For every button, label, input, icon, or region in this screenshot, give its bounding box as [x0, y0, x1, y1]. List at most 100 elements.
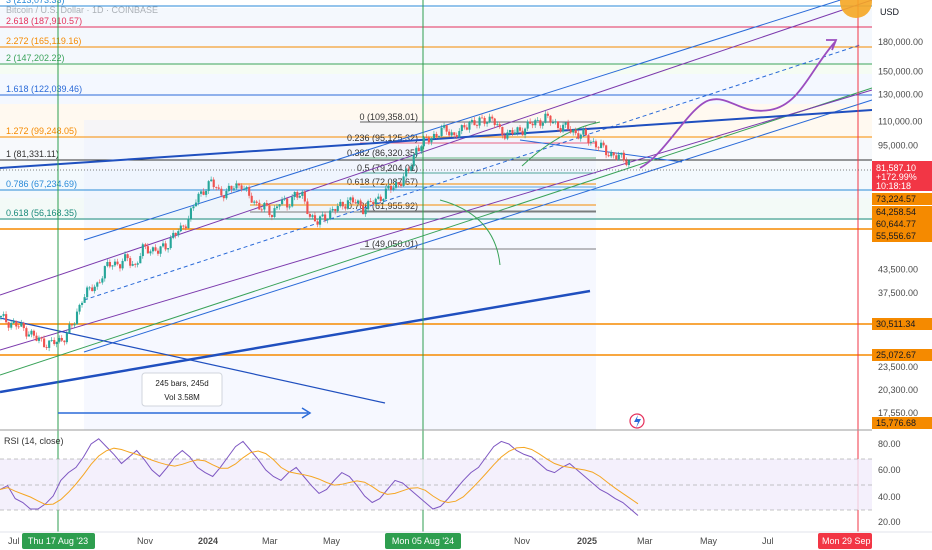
candle-body[interactable]: [574, 129, 577, 134]
candle-body[interactable]: [450, 132, 453, 136]
candle-body[interactable]: [40, 337, 43, 339]
candle-body[interactable]: [422, 137, 425, 147]
candle-body[interactable]: [291, 197, 294, 207]
candle-body[interactable]: [602, 142, 605, 146]
candle-series[interactable]: [0, 110, 631, 352]
candle-body[interactable]: [260, 209, 263, 211]
candle-body[interactable]: [162, 243, 165, 247]
candle-body[interactable]: [78, 304, 81, 312]
candle-body[interactable]: [387, 185, 390, 189]
trendline-thick-upper[interactable]: [0, 109, 873, 169]
candle-body[interactable]: [405, 168, 408, 177]
candle-body[interactable]: [430, 138, 433, 143]
trendline-thick-lower[interactable]: [0, 289, 591, 394]
candle-body[interactable]: [58, 337, 61, 342]
candle-body[interactable]: [113, 261, 117, 266]
projection-path[interactable]: [639, 41, 836, 169]
candle-body[interactable]: [526, 121, 529, 129]
candle-body[interactable]: [503, 135, 506, 139]
candle-body[interactable]: [103, 266, 106, 279]
candle-body[interactable]: [86, 287, 89, 298]
candle-body[interactable]: [217, 187, 220, 189]
candle-body[interactable]: [316, 221, 319, 225]
candle-body[interactable]: [255, 201, 258, 203]
candle-body[interactable]: [63, 340, 66, 343]
candle-body[interactable]: [496, 124, 499, 126]
candle-body[interactable]: [589, 141, 593, 143]
candle-body[interactable]: [478, 117, 481, 126]
candle-body[interactable]: [248, 187, 251, 196]
candle-body[interactable]: [88, 287, 91, 289]
candle-body[interactable]: [27, 334, 30, 337]
candle-body[interactable]: [615, 155, 618, 160]
candle-body[interactable]: [106, 262, 109, 267]
candle-body[interactable]: [174, 232, 177, 236]
candle-body[interactable]: [253, 201, 256, 203]
candle-body[interactable]: [212, 179, 215, 188]
level-tag[interactable]: 15,776.68: [876, 418, 916, 428]
candle-body[interactable]: [470, 120, 474, 122]
candle-body[interactable]: [410, 166, 413, 171]
candle-body[interactable]: [81, 302, 84, 305]
candle-body[interactable]: [473, 120, 476, 126]
candle-body[interactable]: [321, 214, 324, 217]
candle-body[interactable]: [562, 124, 565, 132]
candle-body[interactable]: [303, 191, 306, 202]
candle-body[interactable]: [96, 282, 99, 287]
channel-lower-green[interactable]: [0, 87, 873, 376]
level-tag[interactable]: 55,556.67: [876, 231, 916, 241]
candle-body[interactable]: [435, 133, 438, 137]
candle-body[interactable]: [0, 315, 3, 317]
candle-body[interactable]: [506, 132, 509, 139]
candle-body[interactable]: [354, 202, 357, 204]
candle-body[interactable]: [169, 237, 172, 249]
alert-circle-icon[interactable]: [840, 0, 872, 18]
candle-body[interactable]: [293, 192, 296, 198]
candle-body[interactable]: [20, 322, 23, 327]
candle-body[interactable]: [275, 206, 279, 209]
symbol-title[interactable]: Bitcoin / U.S. Dollar · 1D · COINBASE: [6, 5, 158, 15]
candle-body[interactable]: [339, 201, 342, 207]
candle-body[interactable]: [134, 264, 137, 265]
candle-body[interactable]: [43, 338, 46, 347]
candle-body[interactable]: [468, 121, 471, 130]
time-axis[interactable]: [0, 532, 932, 550]
candle-body[interactable]: [625, 160, 628, 166]
channel-upper-blue[interactable]: [83, 0, 872, 241]
candle-body[interactable]: [463, 125, 466, 128]
candle-body[interactable]: [465, 127, 468, 130]
candle-body[interactable]: [448, 131, 451, 136]
candle-body[interactable]: [30, 330, 33, 335]
candle-body[interactable]: [579, 134, 582, 139]
candle-body[interactable]: [341, 201, 344, 207]
candle-body[interactable]: [582, 129, 585, 135]
candle-body[interactable]: [200, 191, 203, 194]
candle-body[interactable]: [237, 183, 241, 186]
candle-body[interactable]: [146, 246, 149, 254]
candle-body[interactable]: [184, 226, 187, 229]
candle-body[interactable]: [605, 145, 608, 156]
candle-body[interactable]: [319, 216, 322, 225]
candle-body[interactable]: [617, 154, 620, 160]
candle-body[interactable]: [156, 250, 160, 254]
candle-body[interactable]: [594, 141, 598, 148]
candle-body[interactable]: [481, 117, 484, 119]
level-tag[interactable]: 73,224.57: [876, 194, 916, 204]
candle-body[interactable]: [389, 185, 393, 190]
candle-body[interactable]: [172, 232, 175, 238]
candle-body[interactable]: [313, 215, 317, 222]
candle-body[interactable]: [129, 258, 132, 266]
candle-body[interactable]: [308, 214, 312, 217]
candle-body[interactable]: [164, 243, 167, 250]
candle-body[interactable]: [491, 116, 494, 119]
candle-body[interactable]: [402, 176, 405, 186]
candle-body[interactable]: [205, 190, 208, 195]
candle-body[interactable]: [139, 256, 142, 264]
candle-body[interactable]: [546, 113, 549, 116]
candle-body[interactable]: [498, 124, 501, 127]
candle-body[interactable]: [488, 116, 491, 123]
candle-body[interactable]: [70, 324, 74, 326]
candle-body[interactable]: [121, 260, 124, 269]
candle-body[interactable]: [98, 282, 101, 284]
